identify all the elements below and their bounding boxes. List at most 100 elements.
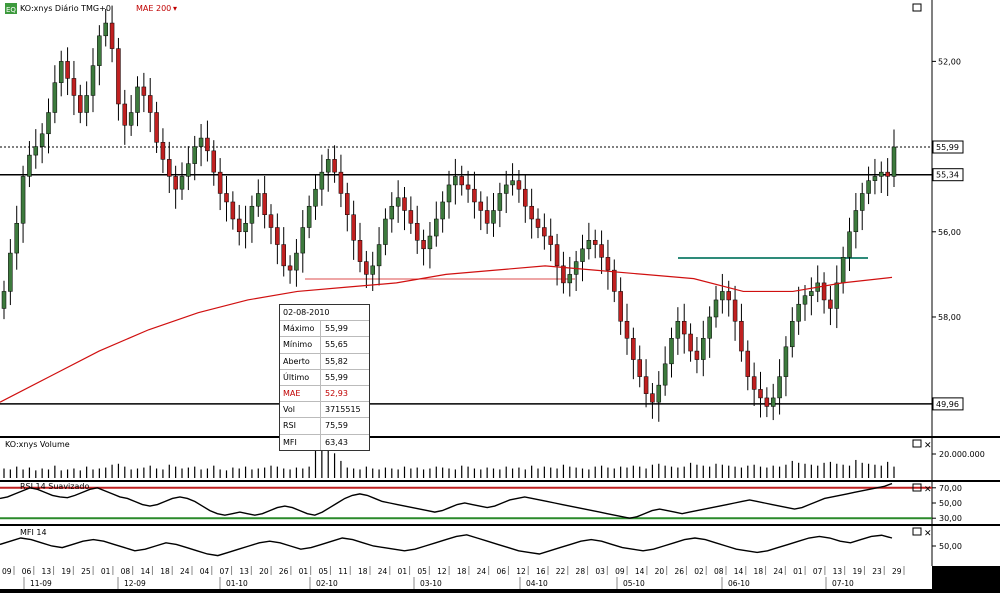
- candle-body: [198, 137, 204, 147]
- date-axis: [0, 566, 932, 589]
- candle-body: [510, 180, 515, 186]
- rsi-close-icon: ✕: [924, 485, 932, 495]
- candle-body: [885, 171, 890, 177]
- rsi-title: RSI 14 Suavizado: [20, 482, 89, 491]
- candle-body: [58, 61, 64, 83]
- candle-body: [383, 218, 388, 245]
- rsi-tick-label: 50,00: [939, 499, 962, 508]
- maximize-icon[interactable]: [912, 3, 922, 12]
- candle-body: [548, 235, 553, 245]
- rsi-tick-label: 70,00: [939, 484, 962, 493]
- candle-body: [720, 291, 725, 301]
- month-label: 06-10: [728, 579, 750, 588]
- candle-body: [453, 176, 458, 186]
- candle-body: [656, 384, 662, 403]
- candle-body: [637, 359, 642, 377]
- month-label: 12-09: [124, 579, 146, 588]
- candle-body: [701, 338, 706, 360]
- info-row: Vol 3715515: [280, 401, 369, 418]
- candle-body: [866, 180, 871, 194]
- day-label: 08: [121, 567, 131, 576]
- candle-body: [128, 112, 134, 126]
- info-value: 52,93: [325, 389, 348, 399]
- candle-body: [586, 240, 592, 250]
- day-label: 18: [457, 567, 467, 576]
- candle-body: [287, 265, 293, 271]
- candle-body: [554, 244, 560, 267]
- rsi-panel: [0, 482, 1000, 524]
- rsi-maximize-icon[interactable]: [912, 483, 922, 492]
- info-label: Vol: [280, 402, 321, 418]
- volume-maximize-icon[interactable]: [912, 439, 922, 448]
- day-label: 14: [734, 567, 744, 576]
- candle-body: [306, 205, 312, 228]
- candle-body: [135, 86, 140, 113]
- logo-text: EQ: [6, 6, 16, 14]
- resistance-label: 55,34: [936, 171, 959, 180]
- candle-body: [65, 61, 70, 79]
- candle-body: [281, 244, 286, 267]
- day-label: 13: [42, 567, 52, 576]
- candle-body: [465, 184, 471, 190]
- candle-body: [205, 137, 210, 152]
- candle-body: [1, 291, 7, 309]
- day-label: 24: [773, 567, 783, 576]
- info-label: MAE: [280, 385, 321, 402]
- info-row-mae: MAE 52,93: [280, 384, 369, 402]
- month-label: 03-10: [420, 579, 442, 588]
- last-price-label-box: [932, 140, 964, 154]
- info-value: 55,99: [325, 324, 348, 334]
- candle-body: [275, 227, 280, 245]
- candle-body: [147, 95, 153, 113]
- mfi-maximize-icon[interactable]: [912, 527, 922, 536]
- day-label: 18: [160, 567, 170, 576]
- day-label: 08: [714, 567, 724, 576]
- candle-body: [345, 193, 350, 215]
- info-row: Máximo 55,99: [280, 320, 369, 337]
- mfi-tick-label: 50,00: [939, 542, 962, 551]
- candle-body: [294, 252, 299, 271]
- volume-title: KO:xnys Volume: [5, 440, 70, 449]
- candle-body: [332, 159, 337, 173]
- day-label: 13: [239, 567, 249, 576]
- candle-body: [497, 193, 503, 211]
- candle-body: [421, 240, 426, 250]
- mfi-close-icon: ✕: [924, 529, 932, 539]
- candle-body: [236, 218, 242, 233]
- candle-body: [300, 227, 306, 254]
- candle-body: [739, 320, 744, 352]
- day-label: 12: [437, 567, 447, 576]
- candle-body: [20, 176, 26, 224]
- day-label: 29: [892, 567, 902, 576]
- mae-line: [0, 265, 893, 403]
- day-label: 01: [101, 567, 111, 576]
- candle-body: [879, 171, 884, 177]
- candle-body: [484, 210, 490, 224]
- candle-body: [408, 210, 414, 224]
- info-label: MFI: [280, 434, 321, 450]
- candle-body: [357, 240, 363, 262]
- candle-body: [612, 269, 617, 292]
- info-row: Último 55,99: [280, 368, 369, 385]
- info-label: Mínimo: [280, 337, 321, 353]
- day-label: 24: [378, 567, 388, 576]
- candle-body: [46, 112, 51, 135]
- candle-body: [745, 350, 751, 377]
- day-label: 06: [496, 567, 506, 576]
- candle-body: [338, 171, 344, 194]
- indicator-label: MAE 200: [136, 4, 171, 13]
- day-label: 13: [833, 567, 843, 576]
- support-label: 49,96: [936, 400, 959, 409]
- candle-body: [713, 299, 719, 318]
- candle-body: [694, 350, 700, 360]
- candle-body: [154, 112, 159, 143]
- candle-body: [389, 205, 395, 220]
- info-row: Aberto 55,82: [280, 352, 369, 369]
- candle-body: [669, 338, 674, 365]
- day-label: 24: [477, 567, 487, 576]
- candle-body: [751, 376, 757, 390]
- day-label: 26: [674, 567, 684, 576]
- mfi-title: MFI 14: [20, 528, 47, 537]
- rsi-line: [0, 482, 893, 519]
